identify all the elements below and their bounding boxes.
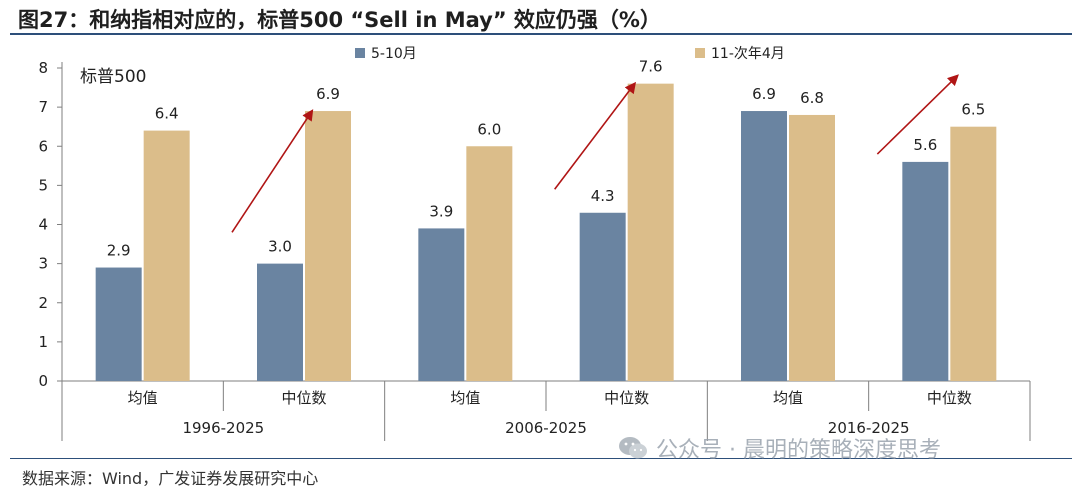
data-labels-layer: 2.9 3.0 3.9 4.3 6.9 5.6 6.4 6.9 6.0 7.6 6.8 6.5 <box>107 58 986 260</box>
bar-nov-apr <box>466 146 513 381</box>
data-label: 2.9 <box>107 242 131 260</box>
legend: 5-10月 11-次年4月 <box>355 46 785 62</box>
group-label: 2016-2025 <box>828 419 910 437</box>
category-label: 均值 <box>128 389 158 407</box>
bar-nov-apr <box>789 114 835 381</box>
bar-nov-apr <box>305 111 351 381</box>
annotation-arrows-layer <box>231 74 959 233</box>
y-tick-label: 5 <box>38 176 48 194</box>
trend-arrow <box>231 109 314 233</box>
chart-title: 图27：和纳指相对应的，标普500 “Sell in May” 效应仍强（%） <box>18 8 661 32</box>
y-tick-label: 8 <box>38 59 48 77</box>
bar-may-oct <box>418 228 465 381</box>
data-label: 6.4 <box>155 105 179 123</box>
category-label: 均值 <box>450 389 480 407</box>
category-label: 均值 <box>773 389 803 407</box>
bar-nov-apr <box>627 83 674 382</box>
bar-may-oct <box>579 212 626 381</box>
data-label: 6.9 <box>316 85 340 103</box>
bar-nov-apr <box>143 130 190 381</box>
y-tick-label: 0 <box>38 372 48 390</box>
bar-may-oct <box>741 111 787 381</box>
data-label: 5.6 <box>913 136 937 154</box>
legend-label: 5-10月 <box>371 46 417 62</box>
y-tick-label: 3 <box>38 255 48 273</box>
group-label: 2006-2025 <box>505 419 587 437</box>
watermark: 公众号 · 晨明的策略深度思考 <box>618 432 941 464</box>
bar-chart: 0 1 2 3 4 5 6 7 8 均值 中位数 均值 中位数 均值 中位数 1996-2025 2006-20… <box>38 46 1031 441</box>
title-bar: 图27：和纳指相对应的，标普500 “Sell in May” 效应仍强（%） <box>0 0 1080 34</box>
data-label: 6.9 <box>752 85 776 103</box>
watermark-text: 公众号 · 晨明的策略深度思考 <box>656 438 941 463</box>
trend-arrow <box>554 81 637 190</box>
title-divider <box>10 33 1072 35</box>
data-label: 7.6 <box>639 58 663 76</box>
y-tick-label: 7 <box>38 98 48 116</box>
category-label: 中位数 <box>604 389 649 407</box>
source-divider <box>10 458 1072 459</box>
data-label: 3.9 <box>429 202 453 220</box>
trend-arrow <box>876 74 959 155</box>
y-tick-label: 4 <box>38 216 48 234</box>
bar-may-oct <box>902 161 949 381</box>
y-tick-label: 2 <box>38 294 48 312</box>
chart-inner-label: 标普500 <box>80 67 146 87</box>
legend-swatch-nov-apr <box>695 48 705 58</box>
category-label: 中位数 <box>281 389 326 407</box>
group-label: 1996-2025 <box>182 419 264 437</box>
y-tick-label: 1 <box>38 333 48 351</box>
bar-may-oct <box>95 267 142 381</box>
wechat-icon <box>619 437 647 459</box>
bar-may-oct <box>257 263 303 381</box>
data-label: 6.5 <box>961 101 985 119</box>
bars-layer <box>95 83 997 382</box>
legend-swatch-may-oct <box>355 48 365 58</box>
data-label: 6.0 <box>477 120 501 138</box>
data-label: 3.0 <box>268 238 292 256</box>
y-tick-label: 6 <box>38 137 48 155</box>
category-label: 中位数 <box>927 389 972 407</box>
data-label: 4.3 <box>591 187 615 205</box>
legend-label: 11-次年4月 <box>711 46 785 62</box>
axes-layer: 0 1 2 3 4 5 6 7 8 均值 中位数 均值 中位数 均值 中位数 1996-2025 2006-20… <box>38 59 1031 441</box>
source-note: 数据来源：Wind，广发证券发展研究中心 <box>22 469 319 488</box>
bar-nov-apr <box>950 126 997 381</box>
data-label: 6.8 <box>800 89 824 107</box>
